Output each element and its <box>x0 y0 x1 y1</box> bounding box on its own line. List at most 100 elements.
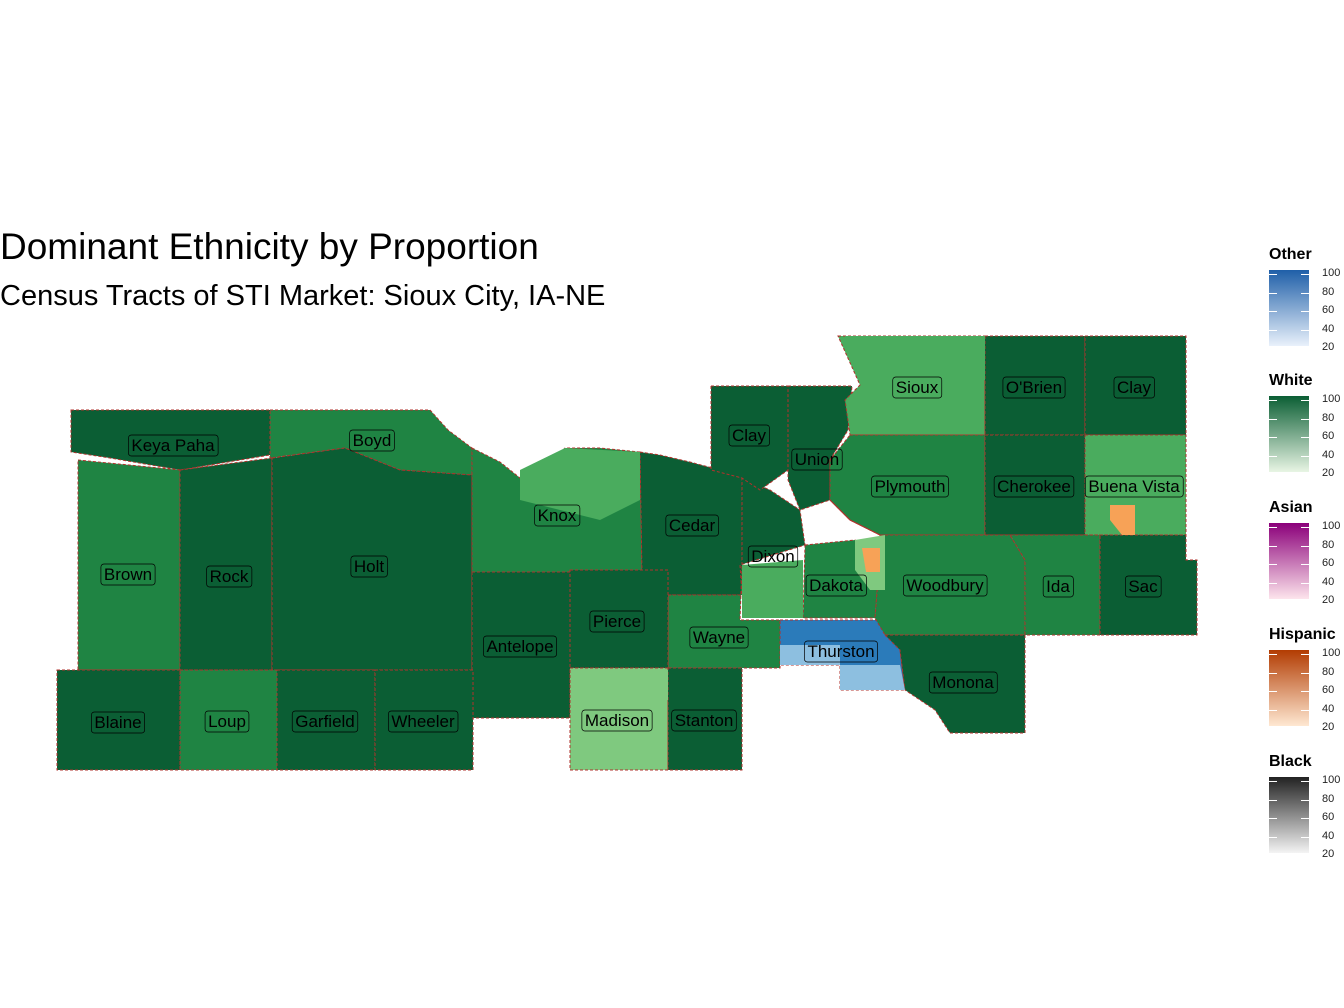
label-box <box>206 565 253 588</box>
county-region <box>1099 534 1198 636</box>
label-box <box>903 574 988 597</box>
county-name: Dixon <box>751 547 794 566</box>
county-region <box>883 634 1026 734</box>
county-label: Wayne <box>689 626 749 649</box>
legend-tick-label: 100 <box>1322 520 1341 532</box>
legend-asian: Asian 100 80 60 40 20 <box>1262 499 1344 606</box>
label-box <box>871 475 949 498</box>
tract-patch <box>640 670 668 700</box>
county-name: Dakota <box>809 576 863 595</box>
county-name: Clay <box>1117 378 1152 397</box>
county-region <box>984 335 1086 436</box>
county-label: O'Brien <box>1002 376 1066 399</box>
label-box <box>581 709 653 732</box>
legend-tick-label: 80 <box>1322 538 1335 551</box>
county-region <box>667 667 743 771</box>
county-name: Buena Vista <box>1088 477 1180 496</box>
county-label: Cedar <box>665 514 719 537</box>
label-box <box>892 376 943 399</box>
legend-tick-label: 80 <box>1322 792 1335 805</box>
label-box <box>350 555 388 578</box>
legend-tick-label: 40 <box>1322 829 1335 842</box>
county-name: Sac <box>1128 577 1158 596</box>
label-box <box>1002 376 1066 399</box>
river-border <box>829 499 881 536</box>
legend-tick-label: 60 <box>1322 430 1335 442</box>
county-name: Plymouth <box>875 477 946 496</box>
county-label: Madison <box>581 709 653 732</box>
tract-patch <box>780 645 840 665</box>
county-name: Keya Paha <box>131 436 215 455</box>
tract-patch <box>1110 505 1135 535</box>
county-labels: Keya Paha Boyd Brown Rock Holt Knox Cedar Dixon… <box>91 376 1184 734</box>
label-box <box>804 640 878 663</box>
label-box <box>805 574 867 597</box>
label-box <box>689 626 749 649</box>
legend-tick-label: 60 <box>1322 684 1335 696</box>
county-name: Cedar <box>669 516 716 535</box>
county-region <box>374 669 474 771</box>
county-label: Ida <box>1042 575 1074 598</box>
county-label: Antelope <box>483 635 557 658</box>
legend-tick-label: 40 <box>1322 448 1335 461</box>
county-name: Holt <box>354 557 385 576</box>
label-box <box>589 610 645 633</box>
tract-patch <box>840 665 905 690</box>
map-subtitle: Census Tracts of STI Market: Sioux City,… <box>0 280 606 312</box>
county-name: Blaine <box>94 713 141 732</box>
county-name: Wheeler <box>391 712 455 731</box>
county-label: Dakota <box>805 574 867 597</box>
county-label: Blaine <box>91 711 145 734</box>
tract-patch <box>742 560 803 618</box>
county-label: Brown <box>100 563 156 586</box>
legend-title: Other <box>1269 246 1312 263</box>
county-label: Knox <box>534 504 581 527</box>
county-name: Antelope <box>486 637 553 656</box>
legend-body: 100 80 60 40 20 <box>1262 393 1344 479</box>
county-label: Pierce <box>589 610 645 633</box>
legend-title: White <box>1269 372 1313 389</box>
tract-patch <box>862 548 880 572</box>
label-box <box>791 448 843 471</box>
legend-body: 100 80 60 40 20 <box>1262 520 1344 606</box>
legend-tick-label: 100 <box>1322 774 1341 786</box>
county-label: Sioux <box>892 376 943 399</box>
tract-patch <box>845 336 985 380</box>
label-box <box>349 429 395 452</box>
legend-tick-label: 40 <box>1322 322 1335 335</box>
county-label: Cherokee <box>993 475 1075 498</box>
county-name: Woodbury <box>906 576 984 595</box>
legend-white: White 100 80 60 40 20 <box>1262 372 1344 479</box>
legend-tick-label: 100 <box>1322 647 1341 659</box>
legend-tick-label: 20 <box>1322 848 1335 860</box>
county-region <box>269 409 473 476</box>
county-name: Clay <box>732 426 767 445</box>
label-box <box>204 710 250 733</box>
legend-tick-label: 20 <box>1322 467 1335 479</box>
label-box <box>665 514 719 537</box>
county-label: Stanton <box>671 709 737 732</box>
county-name: Sioux <box>896 378 939 397</box>
label-box <box>671 709 737 732</box>
legend-color-bar <box>1269 523 1309 599</box>
legend-black: Black 100 80 60 40 20 <box>1262 753 1344 860</box>
county-label: Thurston <box>804 640 878 663</box>
label-box <box>91 711 145 734</box>
legend-tick-label: 100 <box>1322 393 1341 405</box>
label-box <box>100 563 156 586</box>
label-box <box>993 475 1075 498</box>
legend-body: 100 80 60 40 20 <box>1262 774 1344 860</box>
legend-tick-label: 60 <box>1322 811 1335 823</box>
county-label: Buena Vista <box>1084 475 1184 498</box>
legend-body: 100 80 60 40 20 <box>1262 647 1344 733</box>
label-box <box>1084 475 1184 498</box>
county-label: Monona <box>928 671 998 694</box>
county-borders <box>829 499 881 536</box>
county-region <box>179 457 273 671</box>
county-label: Woodbury <box>903 574 988 597</box>
label-box <box>747 545 799 568</box>
legend-color-bar <box>1269 650 1309 726</box>
county-name: Union <box>795 450 839 469</box>
county-label: Holt <box>350 555 388 578</box>
county-label: Garfield <box>291 710 359 733</box>
